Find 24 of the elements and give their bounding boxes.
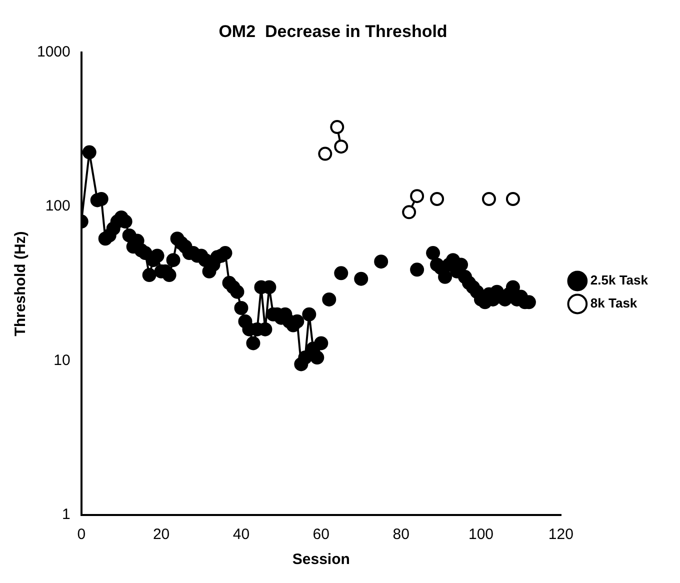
chart-title: OM2 Decrease in Threshold [218,22,448,41]
point [402,205,416,220]
x-tick-label: 0 [77,526,86,544]
y-tick-label: 1 [62,506,70,524]
y-axis-title: Threshold (Hz) [12,231,30,336]
x-axis-title: Session [292,551,350,568]
point [334,140,348,154]
y-tick-label: 1000 [36,44,70,61]
x-tick-label: 20 [152,526,170,544]
point [506,192,520,206]
x-tick-label: 60 [312,526,330,544]
point [410,189,424,204]
point [318,146,332,161]
y-tick-label: 10 [54,352,70,369]
legend-label: 8k Task [590,296,638,311]
x-tick-label: 100 [468,526,494,544]
point [430,192,444,206]
point [482,192,496,206]
y-tick-label: 100 [45,198,70,215]
x-tick-label: 120 [548,526,574,544]
point [330,120,344,134]
x-tick-label: 80 [392,526,410,544]
x-tick-label: 40 [232,526,250,544]
legend-label: 2.5k Task [590,272,649,288]
